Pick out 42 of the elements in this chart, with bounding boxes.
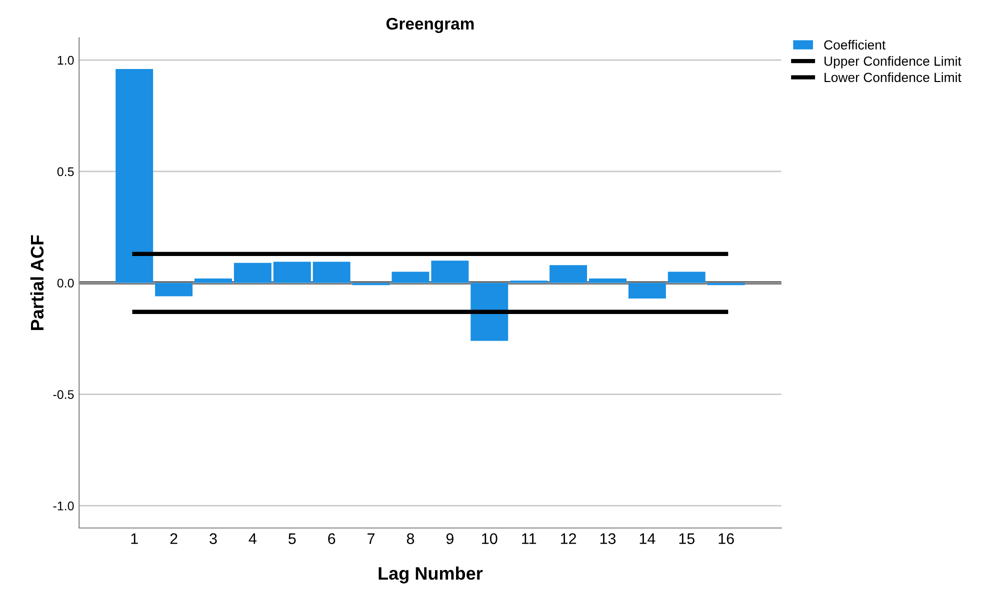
x-tick-label: 13: [600, 533, 616, 544]
y-tick-label: -1.0: [53, 502, 74, 510]
x-tick-label: 11: [522, 533, 536, 544]
bar: [392, 272, 430, 283]
legend-label: Upper Confidence Limit: [824, 56, 962, 68]
x-tick-label: 12: [560, 533, 576, 544]
x-tick-label: 8: [406, 533, 414, 544]
x-tick-label: 15: [679, 533, 694, 544]
bar: [234, 262, 272, 283]
x-tick-label: 2: [170, 533, 178, 544]
bar: [431, 260, 469, 283]
y-axis-title: Partial ACF: [30, 235, 44, 330]
bar: [668, 272, 706, 283]
y-tick-label: 0.0: [57, 278, 74, 288]
x-tick-label: 4: [248, 533, 256, 544]
x-tick-label: 1: [131, 533, 138, 544]
bar: [550, 265, 588, 283]
x-tick-label: 10: [482, 533, 498, 544]
x-tick-label: 9: [446, 533, 454, 544]
x-tick-label: 14: [640, 533, 656, 544]
y-tick-label: 0.5: [57, 167, 74, 176]
x-axis-title: Lag Number: [378, 566, 483, 584]
bar: [707, 282, 745, 286]
x-tick-label: 5: [288, 533, 296, 544]
x-tick-label: 7: [368, 533, 375, 544]
bar: [470, 282, 508, 341]
bar: [352, 282, 390, 286]
legend-label: Coefficient: [824, 40, 886, 50]
x-tick-label: 3: [210, 533, 217, 544]
bar: [588, 278, 626, 283]
bar: [273, 262, 311, 283]
chart-title: Greengram: [386, 18, 474, 33]
y-tick-label: 1.0: [58, 56, 74, 65]
legend-label: Lower Confidence Limit: [824, 72, 962, 82]
bar: [628, 282, 666, 298]
y-tick-label: -0.5: [53, 390, 74, 399]
bar: [116, 68, 154, 283]
bar: [312, 262, 350, 283]
x-tick-label: 16: [718, 533, 734, 544]
bar: [155, 282, 193, 296]
x-tick-label: 6: [328, 533, 336, 544]
bar: [194, 278, 232, 283]
